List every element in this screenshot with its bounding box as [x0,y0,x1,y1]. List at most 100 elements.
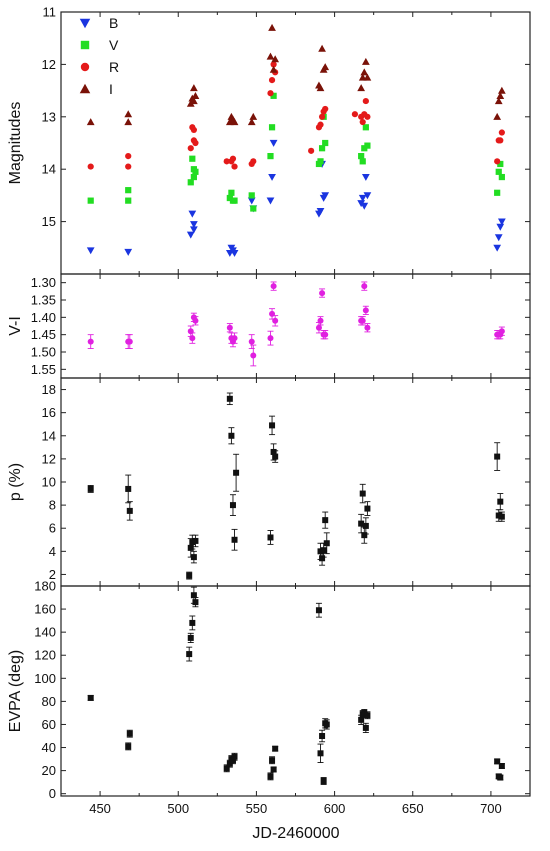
data-point [125,743,132,750]
y-tick-label: 40 [42,740,56,755]
data-point [362,124,369,131]
legend-label: V [109,37,119,53]
data-point [497,774,504,781]
y-tick-label: 1.55 [31,362,56,377]
y-tick-label: 11 [43,5,57,20]
data-point [231,753,238,760]
data-point [270,448,277,455]
data-point [231,197,238,204]
data-point [191,91,200,99]
data-point [190,126,197,133]
data-point [190,97,198,105]
legend-label: I [109,81,113,97]
y-tick-label: 12 [42,57,56,72]
panel-frame [60,11,531,275]
data-point [230,249,239,257]
data-point [361,709,368,716]
legend-item-I: I [79,81,113,97]
data-point [190,554,197,561]
data-point [359,490,366,497]
data-point [322,331,329,338]
data-point [267,534,274,541]
y-tick-label: 160 [34,602,56,617]
data-point [187,544,194,551]
series-V [87,92,505,212]
legend-label: R [109,59,119,75]
data-point [272,453,279,460]
data-point [231,335,238,342]
data-point [363,73,372,81]
y-axis-title: p (%) [7,463,24,501]
data-point [496,91,505,99]
y-tick-label: 18 [42,382,56,397]
data-point [498,328,505,335]
data-point [192,139,199,147]
data-point [364,505,371,512]
data-point [358,194,367,202]
data-point [494,453,501,460]
y-tick-label: 80 [42,694,56,709]
data-point [266,197,275,205]
data-point [248,338,255,345]
data-point [322,105,329,113]
data-point [315,324,322,331]
x-tick-label: 550 [246,801,268,816]
data-point [493,244,502,252]
data-point [228,189,235,196]
data-point [323,540,330,547]
data-point [498,763,505,769]
y-tick-label: 2 [49,567,56,582]
data-point [228,432,235,439]
data-point [494,158,501,165]
x-tick-label: 600 [324,801,346,816]
legend-label: B [109,15,118,31]
data-point [226,324,233,331]
legend-marker [80,40,90,50]
data-point [494,234,503,242]
y-tick-label: 10 [42,475,56,490]
data-point [187,179,194,186]
data-point [87,197,94,204]
data-point [308,147,315,154]
data-point [269,757,276,764]
data-point [124,118,133,126]
data-point [364,324,371,331]
y-tick-label: 20 [42,763,56,778]
data-point [497,498,504,505]
data-point [266,52,275,60]
data-point [249,112,258,120]
data-point [125,153,132,160]
data-point [186,572,193,579]
data-point [362,307,369,314]
data-point [359,118,366,126]
data-point [186,231,195,239]
x-tick-label: 700 [480,801,502,816]
y-tick-label: 14 [42,428,56,443]
data-point [247,118,256,126]
data-point [230,118,239,126]
chart-panels: 11 12 13 14 15 Magnitudes 1.30 1.35 1.40 1.45 1.50… [7,5,531,816]
series-I [86,23,506,126]
data-point [318,44,326,52]
data-point [250,205,257,212]
data-point [493,112,502,120]
panel-magnitudes: 11 12 13 14 15 Magnitudes [7,5,531,275]
panel-polarization-degree: 2 4 6 8 10 12 14 16 18 p (%) [7,377,531,587]
data-point [125,485,132,492]
data-point [229,502,236,509]
data-point [192,537,199,544]
data-point [363,192,372,200]
data-point [318,145,326,152]
data-point [269,139,278,147]
data-point [231,536,238,543]
data-point [362,724,369,731]
legend-item-R: R [80,59,119,75]
data-point [317,317,324,324]
data-point [189,539,196,546]
panel-frame [60,585,531,797]
panel-frame [60,273,531,379]
data-point [319,290,326,297]
data-point [497,86,506,94]
data-point [190,173,197,181]
